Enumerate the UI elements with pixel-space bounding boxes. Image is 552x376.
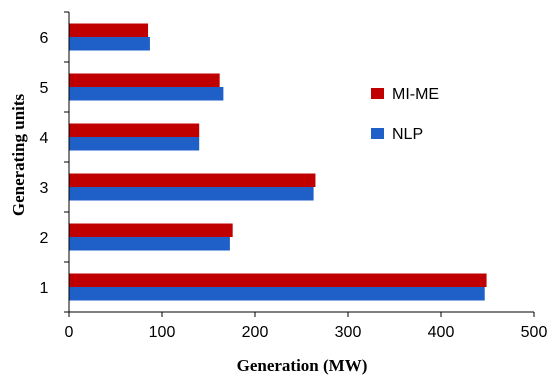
y-tick-label: 3 (40, 180, 49, 197)
x-tick-label: 200 (242, 324, 269, 341)
x-tick-label: 300 (335, 324, 362, 341)
y-ticks-group: 1 2 3 4 5 6 (40, 11, 69, 313)
bar-mi-me-unit-1 (69, 273, 487, 287)
bar-mi-me-unit-2 (69, 223, 233, 237)
bar-mi-me-unit-3 (69, 173, 316, 187)
bar-mi-me-unit-4 (69, 123, 200, 137)
legend-swatch-mi-me (371, 88, 384, 99)
y-tick-label: 1 (40, 280, 49, 297)
y-tick-label: 4 (40, 130, 49, 147)
y-axis-title: Generating units (9, 93, 28, 216)
bar-nlp-unit-6 (69, 37, 150, 51)
bar-mi-me-unit-5 (69, 73, 220, 87)
legend-label-nlp: NLP (392, 126, 423, 143)
y-tick-label: 5 (40, 80, 49, 97)
bar-nlp-unit-2 (69, 237, 230, 251)
x-tick-label: 400 (428, 324, 455, 341)
bars-group (69, 23, 487, 301)
x-tick-label: 100 (149, 324, 176, 341)
bar-nlp-unit-1 (69, 287, 485, 301)
x-ticks-group: 0 100 200 300 400 500 (65, 312, 548, 341)
x-tick-label: 500 (521, 324, 548, 341)
x-tick-label: 0 (65, 324, 74, 341)
bar-nlp-unit-4 (69, 137, 200, 151)
y-tick-label: 6 (40, 30, 49, 47)
legend-label-mi-me: MI-ME (392, 86, 439, 103)
bar-nlp-unit-5 (69, 87, 224, 101)
legend-swatch-nlp (371, 128, 384, 139)
bar-mi-me-unit-6 (69, 23, 149, 37)
bar-nlp-unit-3 (69, 187, 314, 201)
x-axis-title: Generation (MW) (237, 356, 368, 375)
y-tick-label: 2 (40, 230, 49, 247)
legend: MI-ME NLP (371, 86, 439, 143)
